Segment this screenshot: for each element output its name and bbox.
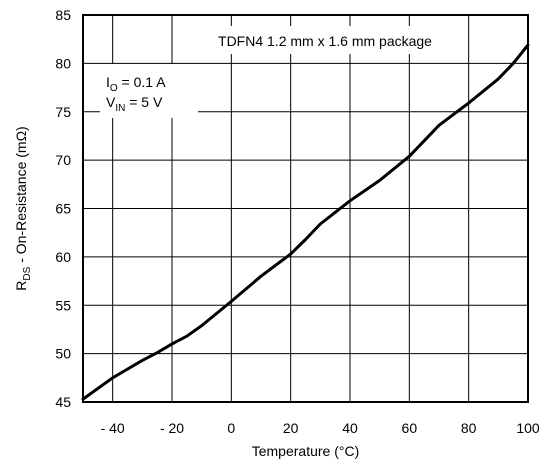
y-tick-label: 75 [55,104,71,120]
y-axis-label-text: - On-Resistance (mΩ) [13,126,29,266]
io-symbol: I [106,74,110,90]
y-tick-label: 80 [55,55,71,71]
y-axis-label: RDS - On-Resistance (mΩ) [13,126,33,290]
package-annotation: TDFN4 1.2 mm x 1.6 mm package [218,33,432,49]
x-tick-label: - 20 [160,420,184,436]
x-tick-label: 100 [516,420,540,436]
x-tick-label: 0 [227,420,235,436]
y-tick-label: 70 [55,152,71,168]
conditions-label-background [100,64,198,118]
annotations: TDFN4 1.2 mm x 1.6 mm package IO = 0.1 A… [100,26,460,118]
vin-value: = 5 V [125,94,163,110]
plot-frame [82,14,529,403]
io-subscript: O [110,83,118,94]
y-tick-label: 45 [55,394,71,410]
y-axis-label-subscript: DS [22,266,33,280]
y-tick-label: 65 [55,201,71,217]
x-axis-label: Temperature (°C) [252,443,360,459]
y-tick-labels: 45 50 55 60 65 70 75 80 85 [55,7,71,410]
y-tick-label: 85 [55,7,71,23]
y-tick-label: 50 [55,346,71,362]
series-layer [81,43,530,401]
vin-condition-annotation: VIN = 5 V [106,94,163,114]
x-tick-label: 20 [283,420,299,436]
io-condition-annotation: IO = 0.1 A [106,74,166,94]
io-value: = 0.1 A [118,74,167,90]
vin-symbol: V [106,94,116,110]
grid [83,15,528,402]
x-tick-label: 80 [461,420,477,436]
x-tick-label: 60 [402,420,418,436]
rds-series-line [81,43,530,401]
y-tick-label: 55 [55,297,71,313]
y-tick-label: 60 [55,249,71,265]
y-axis-label-symbol: R [13,281,29,291]
x-tick-label: - 40 [101,420,125,436]
x-tick-labels: - 40 - 20 0 20 40 60 80 100 [101,420,540,436]
package-label-background [190,26,460,54]
x-tick-label: 40 [342,420,358,436]
vin-subscript: IN [115,103,125,114]
plot-border [82,14,529,403]
